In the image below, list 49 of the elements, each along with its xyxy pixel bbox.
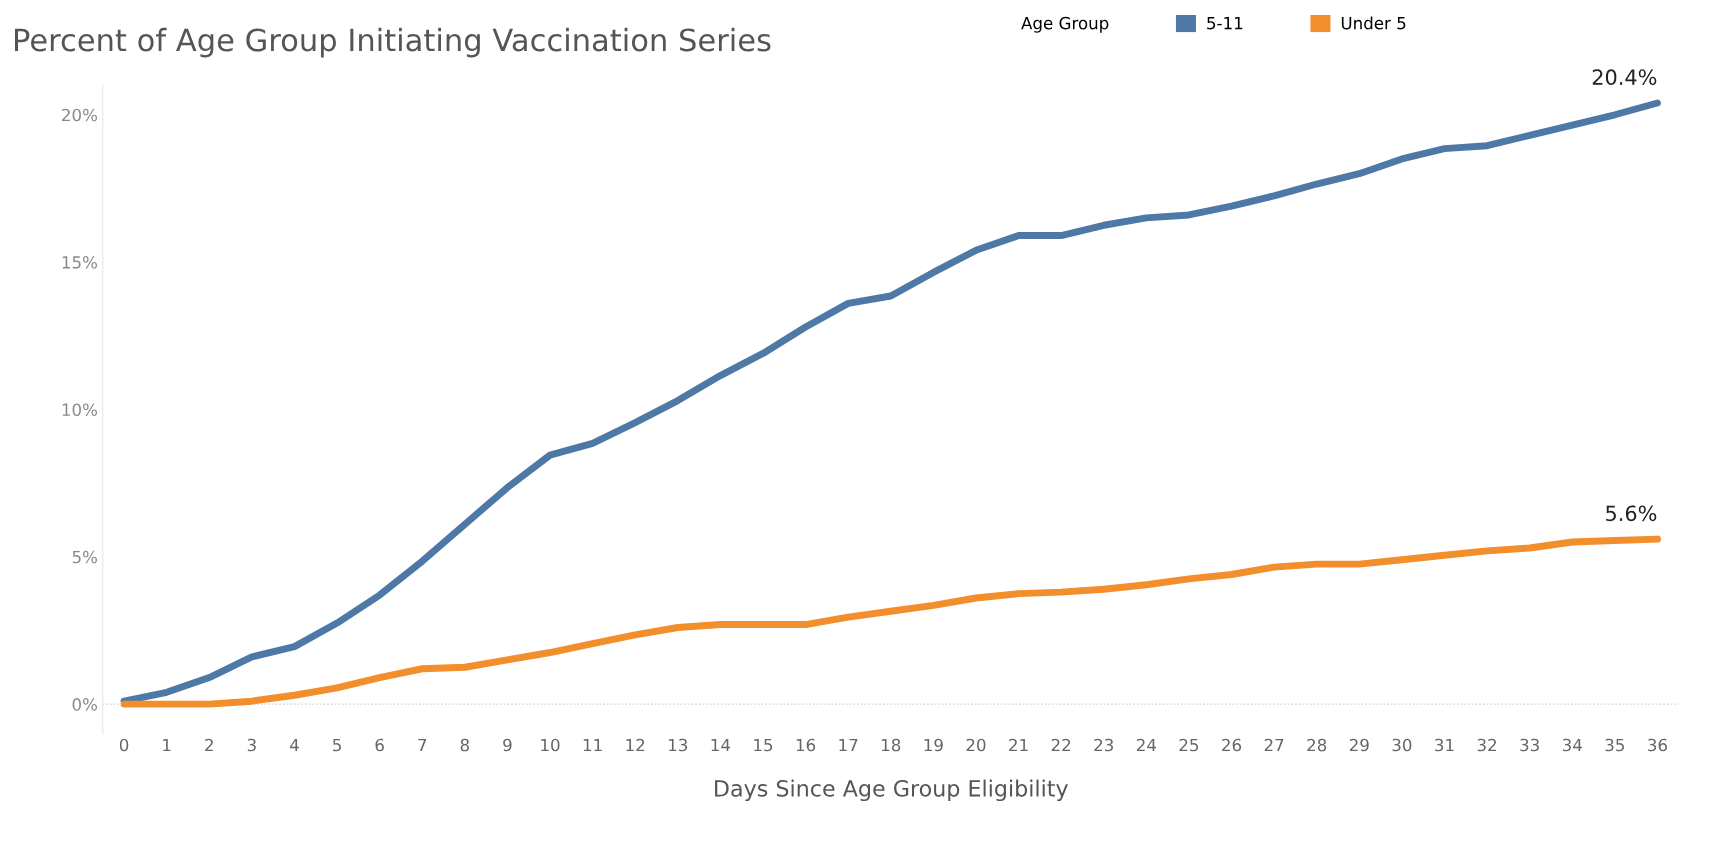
x-tick-label: 10 [541,738,560,752]
x-tick-label: 0 [119,738,129,752]
x-tick-label: 25 [1179,738,1199,752]
x-tick-label: 30 [1392,738,1412,752]
x-tick-label: 1 [163,738,171,752]
x-tick-label: 19 [924,738,943,752]
x-tick-label: 23 [1094,738,1113,752]
chart-title: Percent of Age Group Initiating Vaccination Series [14,27,771,58]
x-tick-label: 18 [881,738,901,752]
x-tick-label: 22 [1051,738,1071,752]
data-label: 5.6% [1606,505,1657,522]
x-tick-label: 4 [289,738,299,752]
legend-label: Under 5 [1341,16,1406,30]
data-label: 20.4% [1592,69,1657,86]
x-tick-label: 9 [503,738,512,752]
x-tick-label: 11 [583,738,602,752]
x-tick-label: 8 [460,738,469,752]
x-tick-label: 24 [1136,738,1156,752]
x-tick-label: 27 [1264,738,1284,752]
x-tick-label: 14 [711,738,731,752]
x-tick-label: 20 [966,738,986,752]
x-tick-label: 12 [626,738,645,752]
x-tick-label: 26 [1222,738,1242,752]
x-tick-label: 32 [1477,738,1496,752]
x-axis-title: Days Since Age Group Eligibility [715,779,1068,802]
x-tick-label: 35 [1605,738,1624,752]
x-tick-label: 13 [669,738,688,752]
y-tick-label: 20% [62,108,97,122]
x-tick-label: 3 [247,738,256,752]
x-tick-label: 31 [1435,738,1454,752]
x-tick-label: 33 [1520,738,1539,752]
x-tick-label: 16 [796,738,816,752]
x-tick-label: 7 [418,738,427,752]
x-tick-label: 29 [1349,738,1369,752]
x-tick-label: 21 [1009,738,1028,752]
x-tick-label: 2 [205,738,213,752]
legend-label: 5-11 [1207,17,1243,30]
x-tick-label: 28 [1307,738,1327,752]
y-tick-label: 0% [72,698,97,711]
y-tick-label: 15% [62,256,97,269]
x-tick-label: 36 [1648,738,1667,752]
x-tick-label: 34 [1562,738,1582,752]
x-tick-label: 5 [333,738,341,752]
x-tick-label: 6 [375,738,384,752]
y-tick-label: 10% [62,403,97,417]
y-tick-label: 5% [72,550,97,564]
legend-title: Age Group [1021,16,1109,33]
x-tick-label: 17 [839,738,858,752]
x-tick-label: 15 [754,738,773,752]
